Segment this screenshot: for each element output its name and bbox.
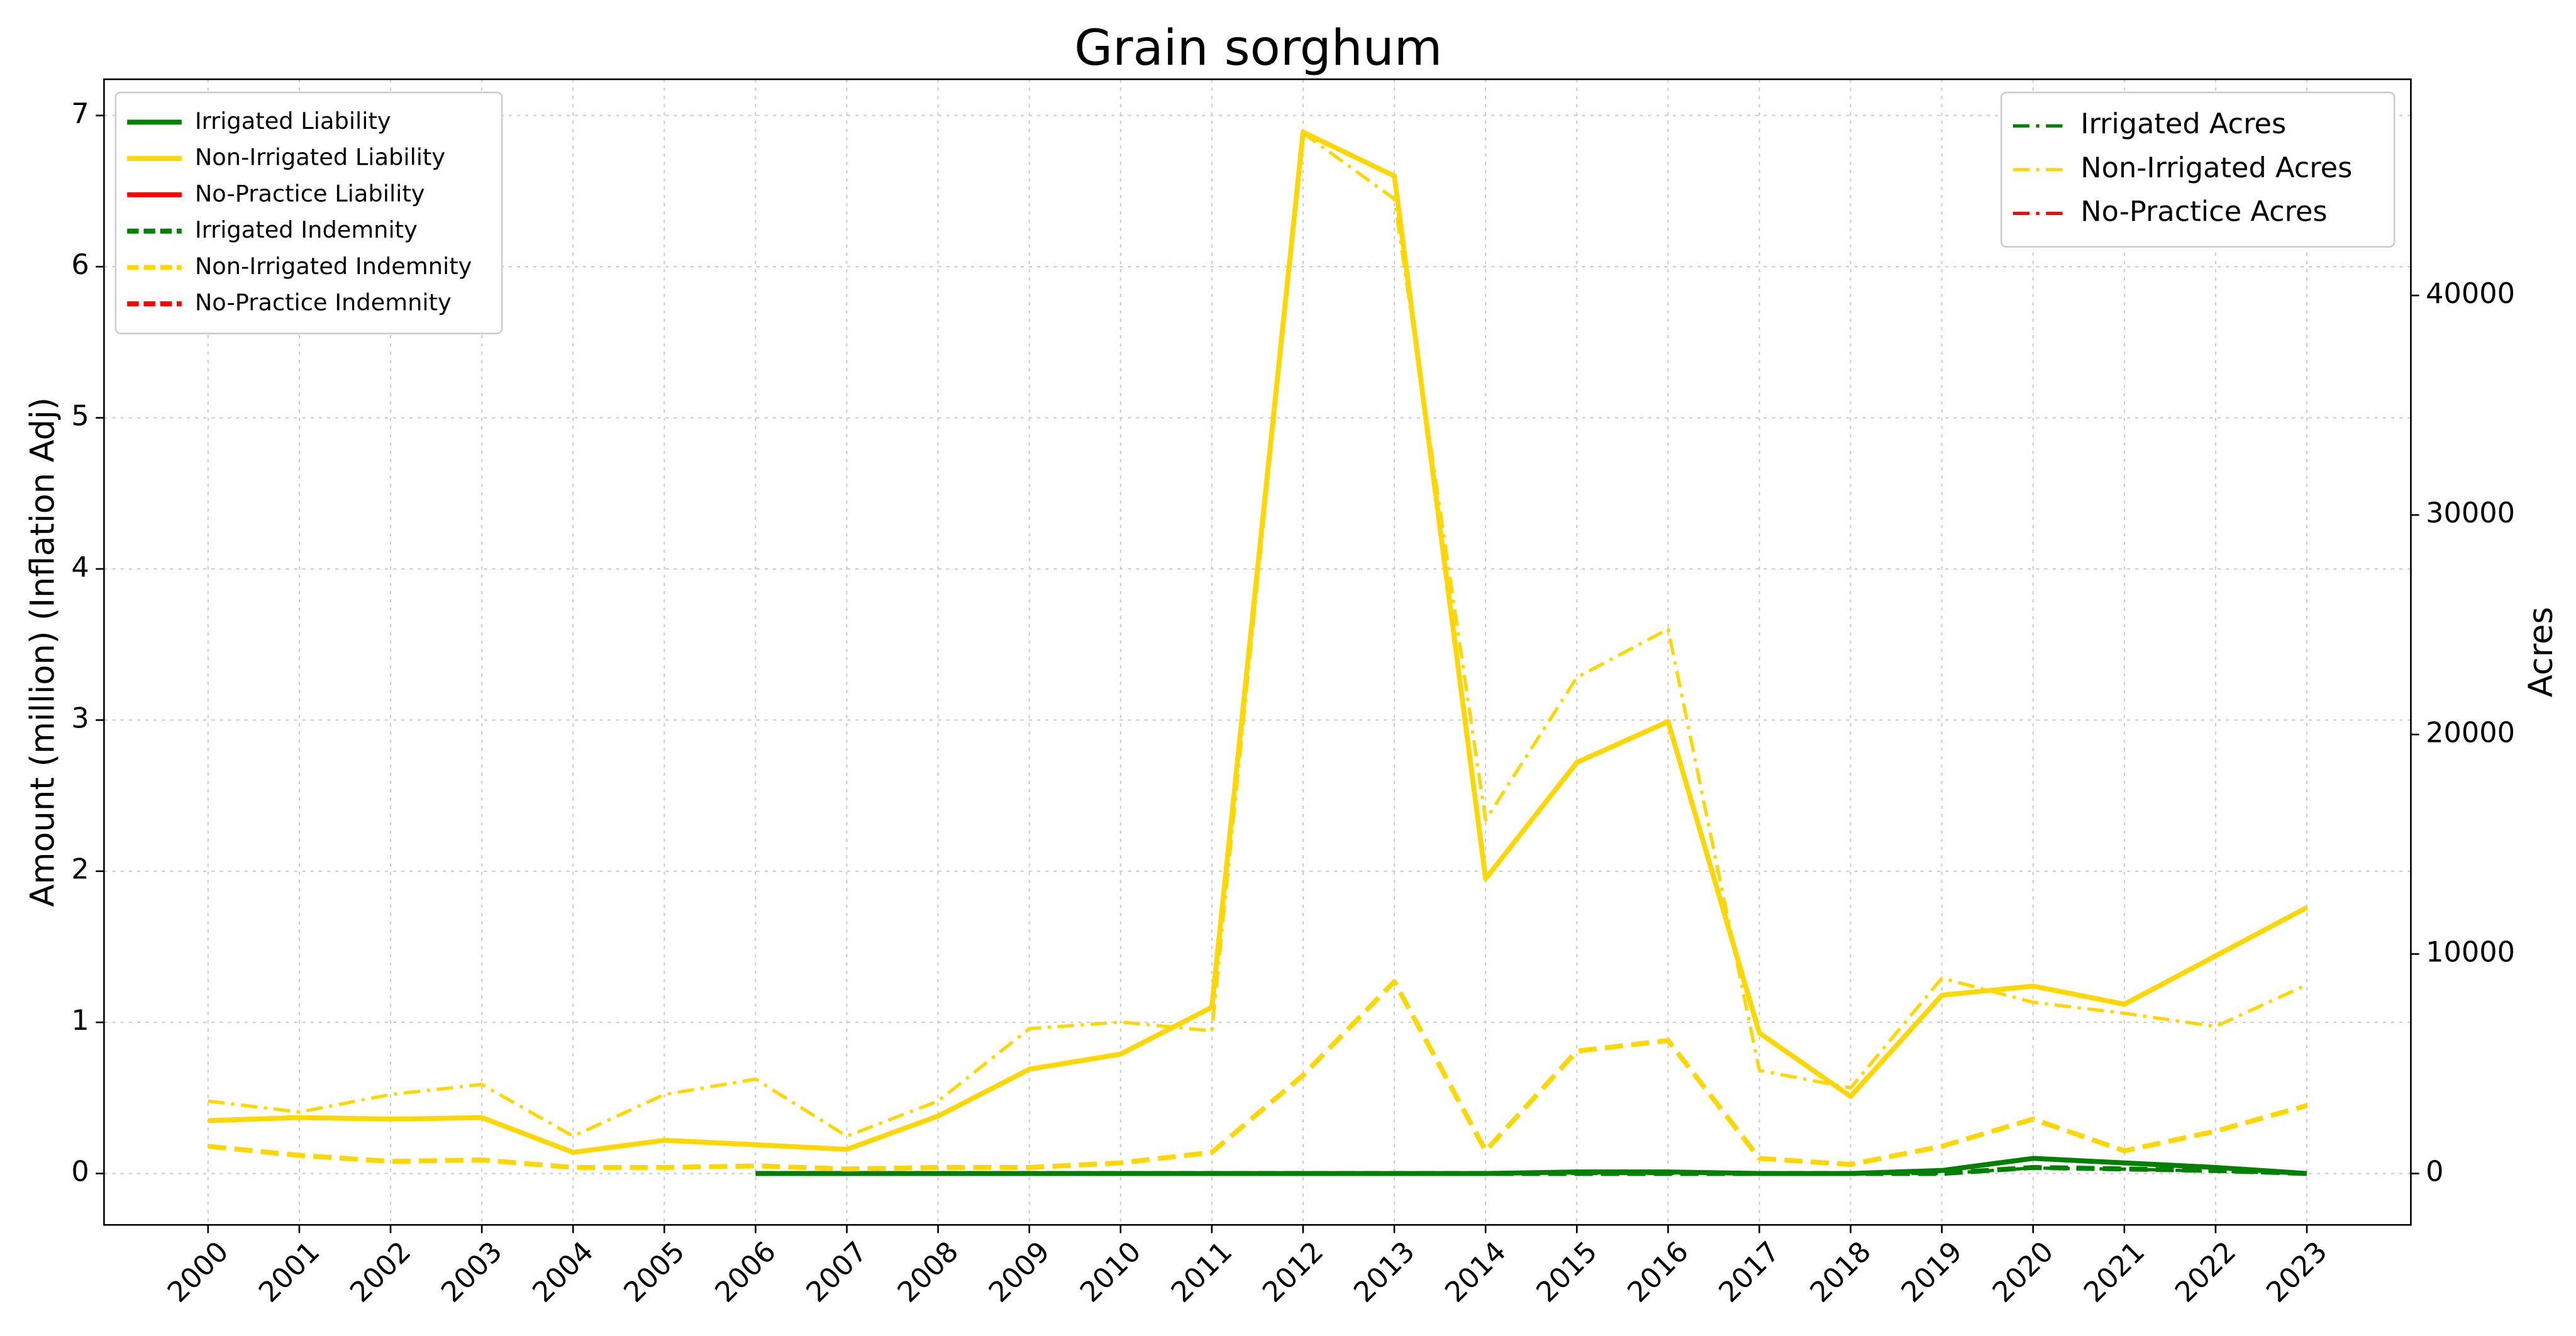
x-tick-label: 2008 <box>891 1235 965 1309</box>
y-tick-label: 5 <box>71 400 89 433</box>
y-axis-label: Amount (million) (Inflation Adj) <box>24 397 62 907</box>
y2-tick-label: 10000 <box>2426 936 2515 968</box>
legend-label: Non-Irrigated Acres <box>2080 152 2352 184</box>
legend-label: No-Practice Indemnity <box>195 289 452 316</box>
y2-tick-label: 20000 <box>2426 716 2515 749</box>
y-tick-label: 4 <box>71 551 89 583</box>
legend-label: Irrigated Liability <box>195 108 391 135</box>
x-tick-label: 2022 <box>2168 1235 2242 1309</box>
x-tick-label: 2000 <box>161 1235 235 1309</box>
y-tick-label: 6 <box>71 248 89 281</box>
y-tick-label: 3 <box>71 702 89 734</box>
y2-tick-label: 0 <box>2426 1156 2443 1188</box>
x-tick-label: 2018 <box>1804 1235 1877 1309</box>
series-line <box>755 1166 2307 1176</box>
x-tick-label: 2023 <box>2260 1235 2333 1309</box>
y-tick-label: 2 <box>71 853 89 886</box>
legend-box <box>114 91 503 334</box>
x-tick-label: 2009 <box>982 1235 1056 1309</box>
legend-label: Non-Irrigated Indemnity <box>195 253 472 280</box>
plot-frame <box>103 78 2412 1226</box>
x-tick-label: 2014 <box>1439 1235 1513 1309</box>
legend-label: Non-Irrigated Liability <box>195 144 445 171</box>
legend-label: No-Practice Acres <box>2080 195 2327 228</box>
y2-tick-label: 30000 <box>2426 497 2515 529</box>
legend-label: Irrigated Indemnity <box>195 216 418 243</box>
x-tick-label: 2001 <box>252 1235 326 1309</box>
y2-tick-label: 40000 <box>2426 277 2515 310</box>
x-tick-label: 2003 <box>435 1235 509 1309</box>
x-tick-label: 2002 <box>343 1235 417 1309</box>
x-tick-label: 2011 <box>1165 1235 1238 1309</box>
x-tick-label: 2007 <box>800 1235 874 1309</box>
y-tick-label: 0 <box>71 1156 89 1188</box>
x-tick-label: 2012 <box>1256 1235 1330 1309</box>
y-tick-label: 7 <box>71 97 89 130</box>
x-tick-label: 2020 <box>1986 1235 2060 1309</box>
series-line <box>208 130 2308 1155</box>
x-tick-label: 2019 <box>1895 1235 1968 1309</box>
x-tick-label: 2015 <box>1530 1235 1604 1309</box>
x-tick-label: 2016 <box>1621 1235 1695 1309</box>
x-tick-label: 2021 <box>2077 1235 2151 1309</box>
series-line <box>208 979 2308 1172</box>
legend-label: Irrigated Acres <box>2080 108 2286 140</box>
series-line <box>208 131 2308 1138</box>
x-tick-label: 2005 <box>618 1235 691 1309</box>
x-tick-label: 2004 <box>526 1235 600 1309</box>
x-tick-label: 2013 <box>1348 1235 1421 1309</box>
x-tick-label: 2017 <box>1713 1235 1786 1309</box>
x-tick-label: 2006 <box>709 1235 782 1309</box>
x-tick-label: 2010 <box>1074 1235 1147 1309</box>
chart-title: Grain sorghum <box>1074 19 1442 77</box>
legend-box <box>2000 91 2396 248</box>
legend-label: No-Practice Liability <box>195 180 425 207</box>
y-tick-label: 1 <box>71 1004 89 1037</box>
y2-axis-label: Acres <box>2522 607 2560 697</box>
